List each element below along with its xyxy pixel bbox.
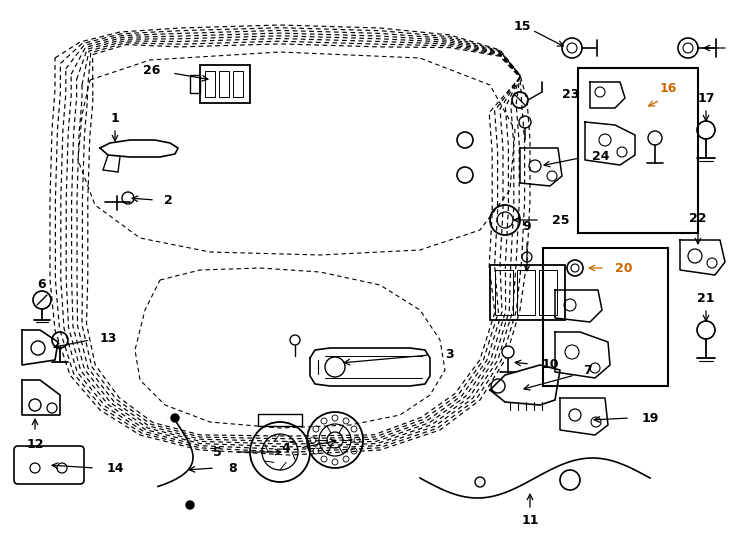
Text: 16: 16 [659,82,677,94]
Text: 5: 5 [214,446,222,458]
Text: 7: 7 [583,363,592,376]
Text: 3: 3 [445,348,454,361]
Circle shape [186,501,194,509]
Circle shape [171,414,179,422]
Bar [539,270,557,315]
Text: 10: 10 [542,357,559,370]
Bar [205,71,215,97]
Bar [219,71,229,97]
Text: 20: 20 [615,261,633,274]
Text: 4: 4 [281,442,290,455]
Circle shape [502,346,514,358]
Bar [490,265,565,320]
Text: 22: 22 [689,212,707,225]
Text: 11: 11 [521,514,539,526]
Text: 21: 21 [697,292,715,305]
Text: 25: 25 [552,213,570,226]
Text: 2: 2 [164,193,172,206]
Text: 19: 19 [642,411,659,424]
Bar [233,71,243,97]
Text: 6: 6 [37,279,46,292]
Text: 9: 9 [523,220,531,233]
Text: 1: 1 [111,111,120,125]
Text: 23: 23 [562,89,579,102]
Bar [200,65,250,103]
Bar [543,248,668,386]
Text: 17: 17 [697,91,715,105]
Text: 24: 24 [592,150,609,163]
Text: 8: 8 [228,462,236,475]
Bar [190,75,200,93]
Text: 26: 26 [142,64,160,77]
Text: 15: 15 [513,19,531,32]
Text: 14: 14 [107,462,125,475]
Bar [578,68,698,233]
Circle shape [475,477,485,487]
Bar [517,270,535,315]
Bar [495,270,513,315]
Text: 13: 13 [100,332,117,345]
Bar [258,414,302,426]
Text: 12: 12 [26,438,44,451]
